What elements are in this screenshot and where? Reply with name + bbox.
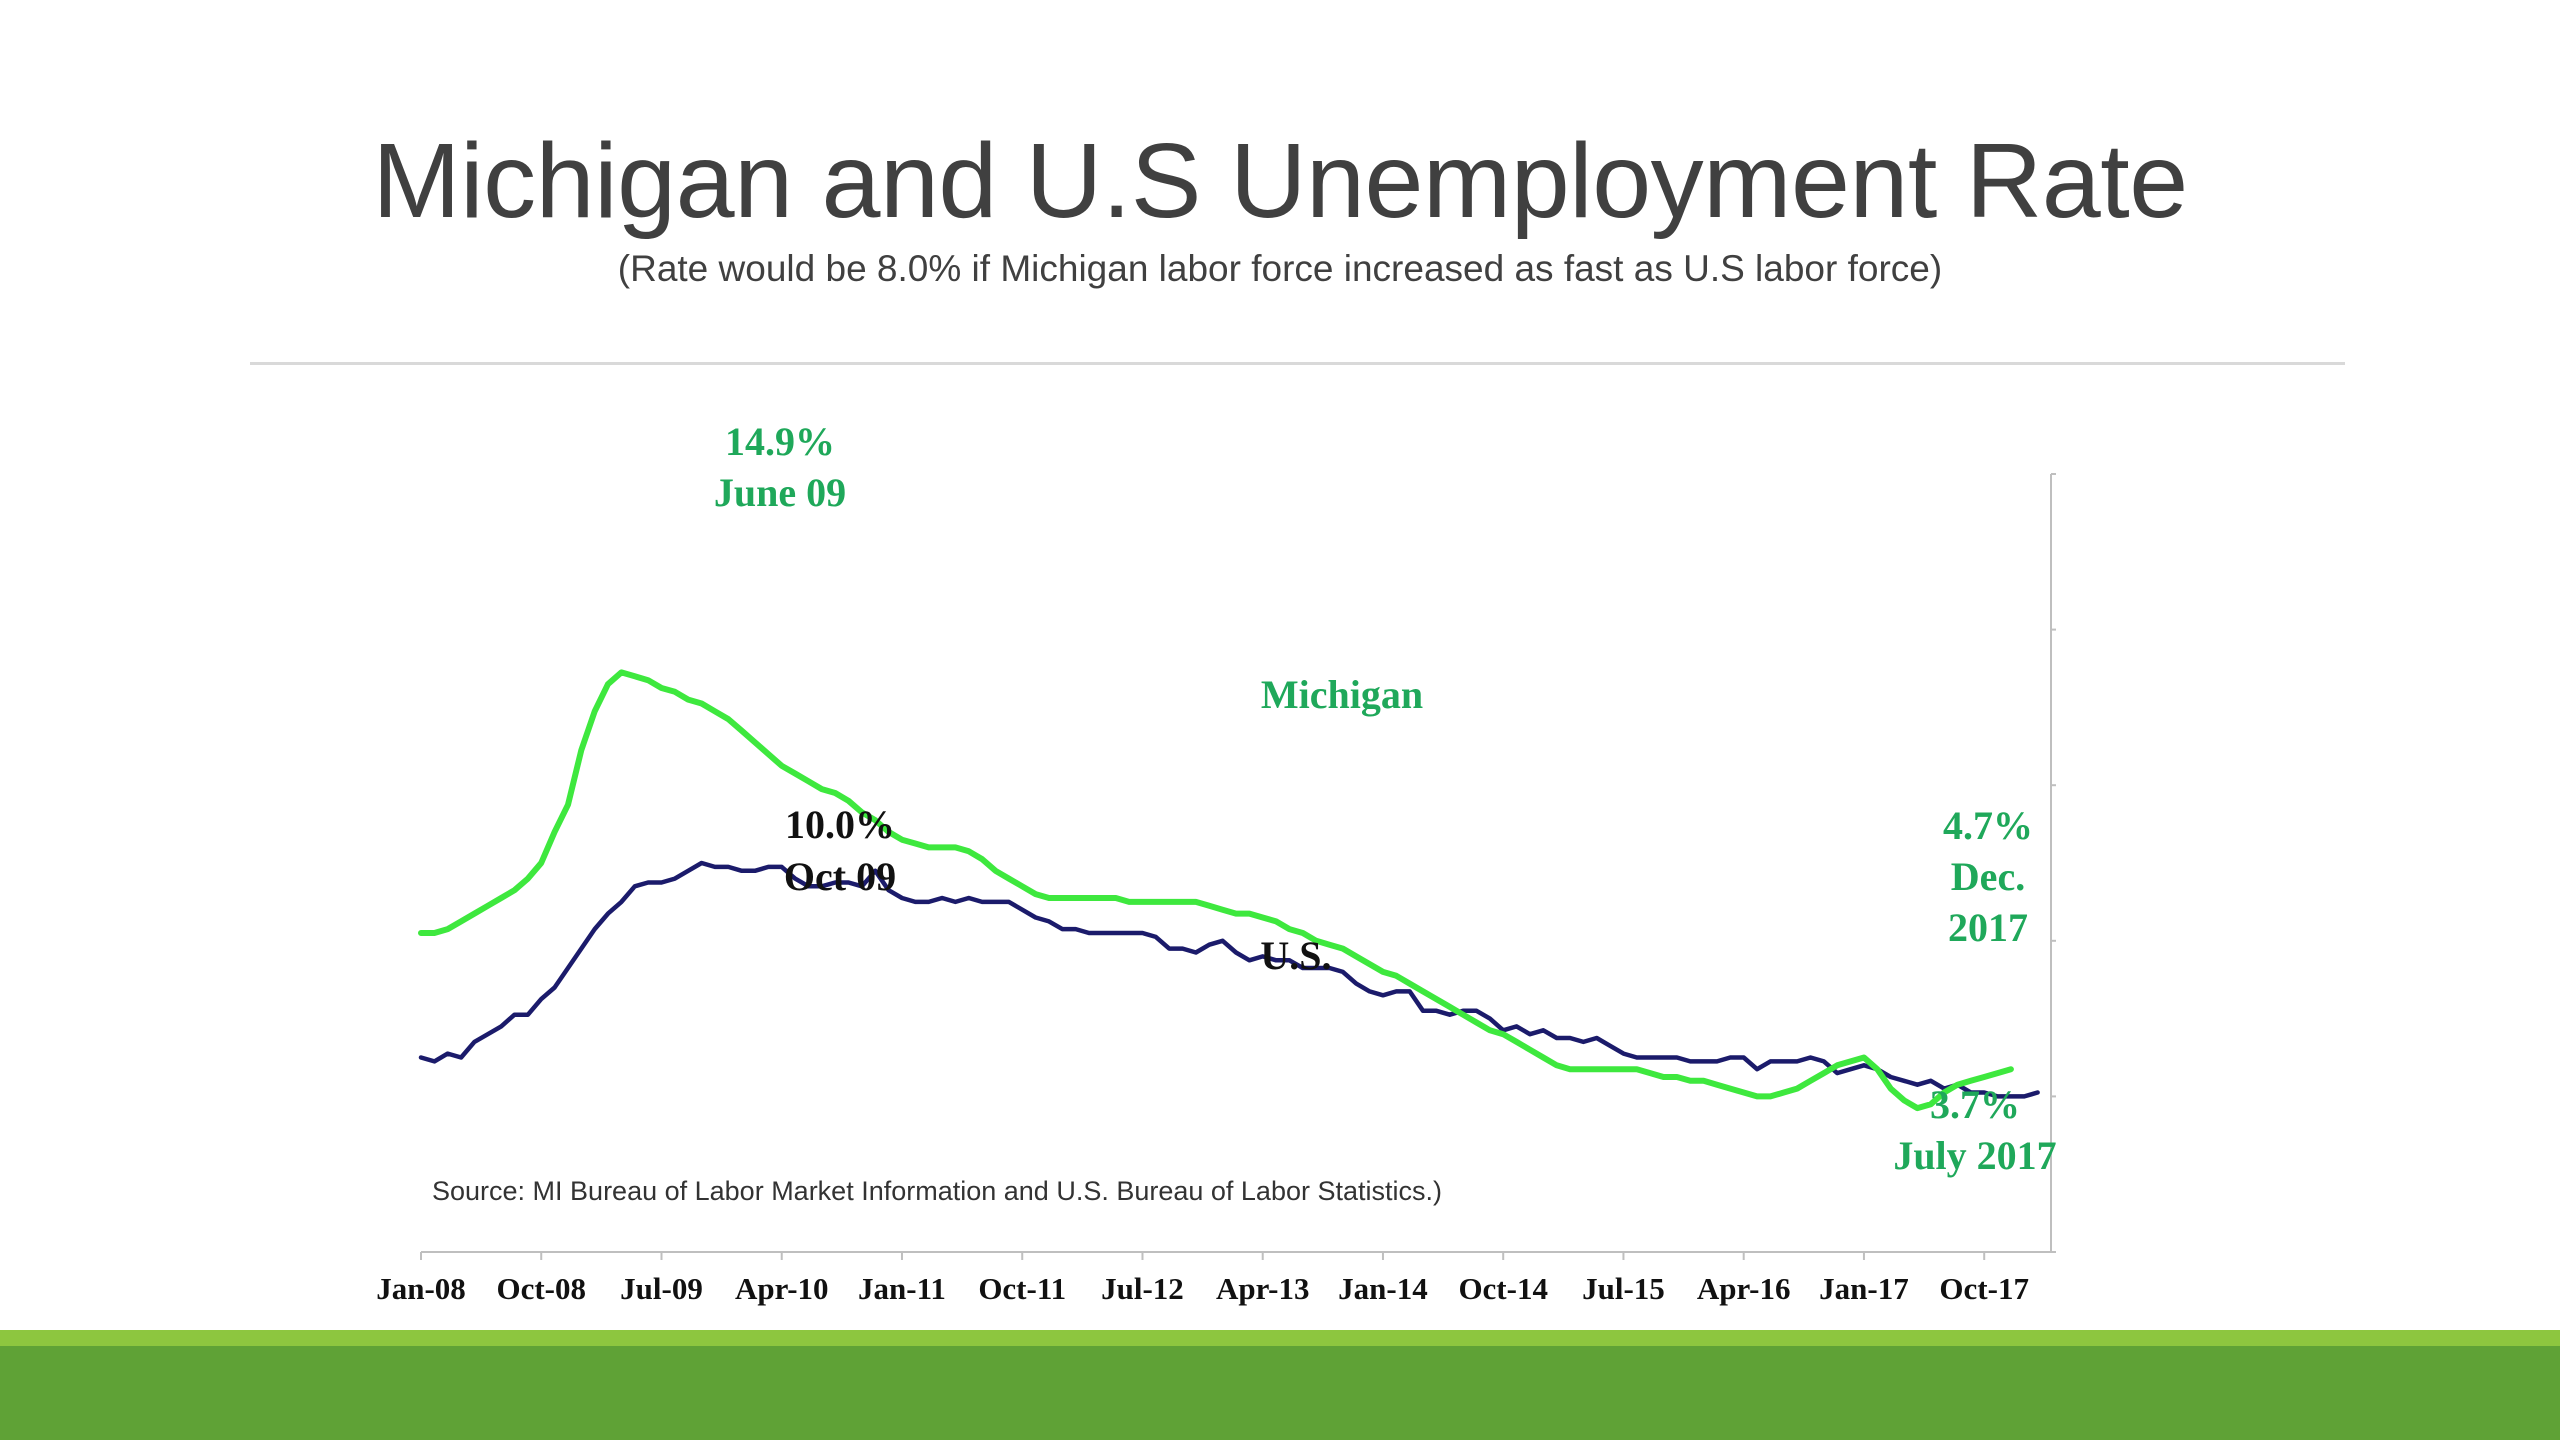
label-us: U.S. (1260, 933, 1331, 978)
title-divider (250, 362, 2345, 365)
slide-subtitle: (Rate would be 8.0% if Michigan labor fo… (617, 248, 1943, 289)
x-tick-label: Apr-13 (1216, 1271, 1310, 1306)
x-tick-labels: Jan-08 Oct-08 Jul-09 Apr-10 Jan-11 Oct-11 Jul-… (376, 1252, 2029, 1306)
x-tick-label: Apr-16 (1697, 1271, 1791, 1306)
x-tick-label: Jul-09 (620, 1271, 703, 1306)
us-line (418, 860, 2040, 1099)
footer-band-dark (0, 1346, 2560, 1440)
x-tick-label: Oct-17 (1939, 1271, 2029, 1306)
x-tick-label: Jul-12 (1101, 1271, 1184, 1306)
x-tick-label: Jan-17 (1819, 1271, 1909, 1306)
annotation-michigan-peak: 14.9% June 09 (714, 419, 846, 515)
source-note: Source: MI Bureau of Labor Market Inform… (432, 1176, 1442, 1206)
x-tick-label: Jan-08 (376, 1271, 466, 1306)
michigan-line (418, 669, 2014, 1112)
slide-title: Michigan and U.S Unemployment Rate (372, 122, 2188, 240)
x-tick-label: Jan-14 (1338, 1271, 1428, 1306)
x-tick-label: Oct-11 (978, 1271, 1066, 1306)
x-tick-label: Oct-14 (1458, 1271, 1548, 1306)
chart-annotations: 14.9% June 09 10.0% Oct 09 Michigan U.S. 4.7% D… (714, 419, 2057, 1178)
annotation-us-peak: 10.0% Oct 09 (784, 802, 896, 899)
label-michigan: Michigan (1261, 672, 1423, 717)
annotation-michigan-dec-2017: 4.7% Dec. 2017 (1943, 803, 2033, 950)
x-tick-label: Jan-11 (858, 1271, 946, 1306)
x-tick-label: Apr-10 (735, 1271, 829, 1306)
x-tick-label: Jul-15 (1582, 1271, 1665, 1306)
chart-series (418, 669, 2040, 1112)
unemployment-line-chart: Jan-08 Oct-08 Jul-09 Apr-10 Jan-11 Oct-11 Jul-… (376, 419, 2057, 1306)
annotation-michigan-july-2017: 3.7% July 2017 (1893, 1082, 2056, 1178)
chart-axes (421, 473, 2056, 1253)
x-tick-label: Oct-08 (496, 1271, 586, 1306)
footer-band-light (0, 1330, 2560, 1346)
